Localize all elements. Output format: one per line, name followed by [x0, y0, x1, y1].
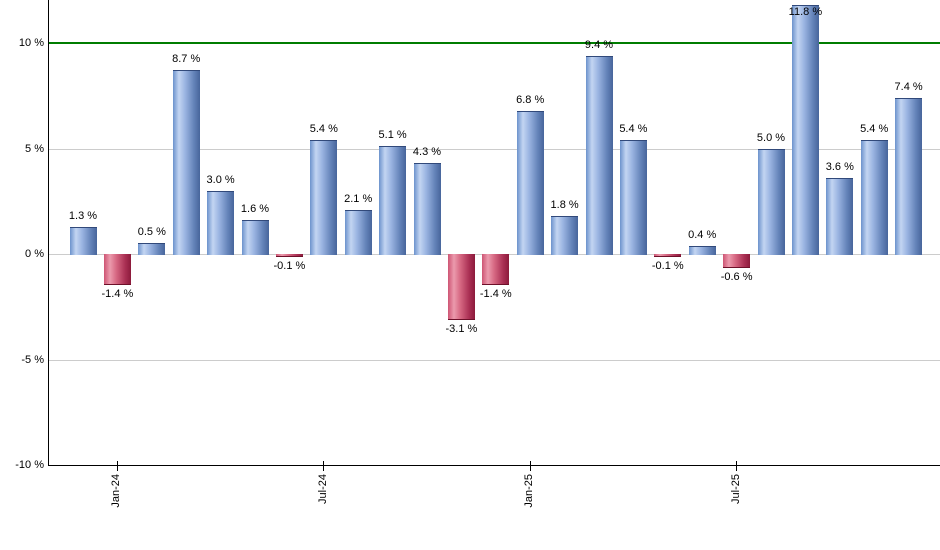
x-axis-label: Jan-25 [523, 474, 536, 508]
x-axis-tick [323, 461, 325, 471]
bar [619, 140, 647, 255]
bar-value-label: -1.4 % [479, 287, 512, 300]
bar-value-label: 6.8 % [516, 93, 545, 106]
bar-value-label: 4.3 % [412, 146, 442, 159]
bar-value-label: 5.4 % [309, 123, 338, 136]
gridline [49, 360, 940, 361]
bar [138, 243, 166, 256]
bar [585, 55, 613, 255]
bar [482, 254, 510, 285]
bar-value-label: 1.6 % [240, 203, 270, 216]
y-axis-label: -10 % [15, 459, 44, 471]
gridline [49, 149, 940, 150]
x-axis-label: Jan-24 [110, 474, 123, 508]
bar-value-label: 9.4 % [584, 38, 614, 51]
bar-value-label: 5.4 % [619, 123, 648, 136]
threshold-line-10pct [49, 42, 940, 45]
bar [413, 163, 441, 256]
bar-value-label: 2.1 % [344, 192, 373, 205]
y-axis-label: 5 % [25, 142, 44, 155]
x-axis-label: Jul-24 [316, 474, 329, 504]
bar-value-label: -3.1 % [445, 323, 478, 336]
x-axis-tick [736, 461, 738, 471]
bar [69, 226, 97, 255]
bar [826, 178, 854, 255]
x-axis-tick [529, 461, 531, 471]
bar [860, 140, 888, 255]
plot-area: 1.3 % -1.4 % 0.5 % 8.7 % 3.0 % 1.6 % -0.1 % 5.4… [48, 0, 940, 508]
bar-value-label: 1.8 % [550, 199, 579, 212]
bar [757, 148, 785, 255]
bar [275, 254, 303, 258]
bar-value-label: 5.1 % [378, 129, 407, 142]
bar [310, 140, 338, 255]
x-axis-label: Jul-25 [729, 474, 742, 504]
bar [172, 70, 200, 255]
x-axis-tick [116, 461, 118, 471]
bar [379, 146, 407, 255]
bar-value-label: 0.5 % [137, 226, 166, 239]
y-axis-label: 10 % [18, 37, 44, 50]
bar-value-label: 7.4 % [894, 80, 923, 93]
bar [241, 220, 269, 255]
bar-value-label: 0.4 % [688, 228, 717, 241]
bar [688, 245, 716, 256]
bar [654, 254, 682, 258]
bar [447, 254, 475, 321]
bar-value-label: 5.4 % [860, 123, 889, 136]
bar-value-label: 1.3 % [68, 209, 98, 222]
y-axis-label: 0 % [25, 248, 44, 261]
bar [344, 209, 372, 255]
bar [103, 254, 131, 285]
bar-value-label: 11.8 % [788, 6, 823, 18]
bar-value-label: -0.1 % [651, 260, 684, 273]
bar [895, 97, 923, 256]
bar-value-label: 3.6 % [825, 161, 854, 174]
bar [551, 216, 579, 255]
bar-value-label: 3.0 % [206, 173, 235, 186]
bar-value-label: 8.7 % [172, 53, 201, 66]
bar-value-label: -0.6 % [720, 270, 753, 283]
bar [791, 5, 819, 256]
bar-value-label: -1.4 % [101, 287, 134, 300]
bar-value-label: -0.1 % [273, 260, 306, 273]
bar [207, 190, 235, 255]
bar-value-label: 5.0 % [756, 131, 786, 144]
bar [516, 110, 544, 255]
bar [723, 254, 751, 268]
y-axis-label: -5 % [21, 353, 44, 366]
